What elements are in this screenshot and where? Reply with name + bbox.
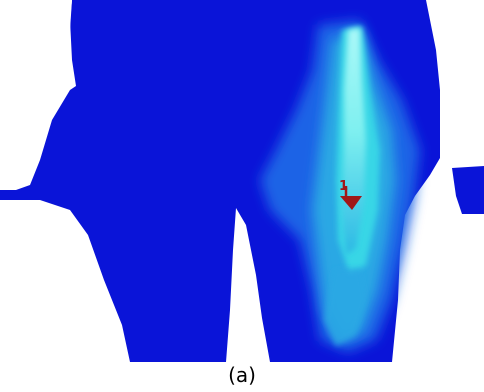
gap-right-top-limb — [440, 0, 462, 40]
marker: 1 — [339, 179, 362, 210]
gap-left-bottom — [0, 200, 130, 362]
glow-trail — [324, 268, 366, 346]
gap-center-bottom — [226, 208, 270, 362]
thermal-figure: 1 — [0, 0, 484, 362]
figure-caption: (a) — [228, 363, 256, 387]
marker-arrow-icon — [340, 196, 362, 210]
marker-label: 1 — [339, 179, 348, 194]
gap-left-top — [0, 0, 76, 190]
gap-left-slit — [60, 0, 72, 60]
thermal-image: 1 — [0, 0, 484, 362]
gap-right-limb — [452, 166, 484, 214]
gap-right — [392, 0, 484, 362]
